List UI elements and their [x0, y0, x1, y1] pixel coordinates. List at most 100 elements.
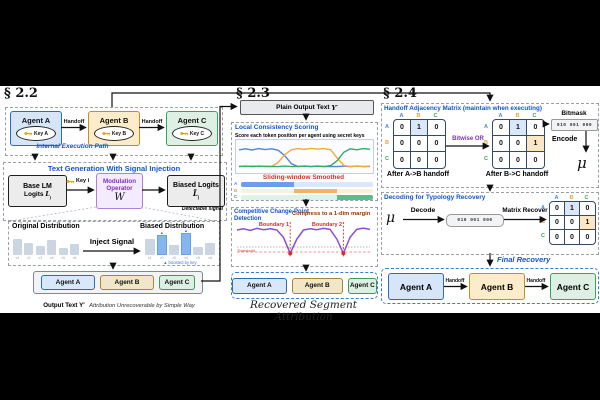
matrix-cell: 0	[580, 202, 595, 216]
output-chip-agent-b: Agent B	[100, 275, 154, 290]
segment-row: C	[234, 194, 373, 200]
boundary-2-label: Boundary 2	[311, 222, 343, 228]
figure-content: § 2.2 Agent A Key A Handoff Agent B Key …	[0, 86, 600, 323]
agent-a-key: Key A	[16, 126, 56, 141]
distribution-bar: ▲	[181, 229, 191, 255]
key-icon	[102, 132, 111, 136]
encode-label: Encode	[552, 136, 578, 143]
matrix-cell: 0	[493, 152, 510, 168]
bitwise-or-label: Bitwise OR	[452, 136, 484, 142]
distribution-bar: ▲	[205, 229, 215, 255]
matrix-cell: 0	[493, 120, 510, 136]
tick-label: v6	[72, 256, 77, 260]
tick-label: v2	[27, 256, 31, 260]
recovered-chip-agent-c: Agent C	[347, 277, 377, 294]
distribution-bar: ▲	[70, 232, 80, 255]
tick-label: v4	[184, 256, 188, 260]
matrix-cell: 0	[565, 216, 580, 230]
matrix-cell: 1	[510, 120, 527, 136]
matrix-cell: 0	[428, 136, 445, 152]
recovered-caption: Recovered Segment Attribution	[249, 299, 358, 323]
final-handoff-bc: Handoff	[526, 278, 546, 284]
matrix-2-caption: After B->C handoff	[485, 170, 549, 178]
distribution-bar: ▲	[13, 232, 22, 255]
matrix-cell: 0	[428, 120, 445, 136]
tick-label: v1	[147, 256, 152, 260]
tick-label: v5	[196, 256, 200, 260]
bitmask-value: 010 001 000	[551, 119, 598, 131]
decoding-title: Decoding for Typology Recovery	[384, 194, 486, 201]
matrix-cell: 1	[565, 202, 580, 216]
distribution-bar: ▲	[145, 229, 155, 255]
tick-label: v4	[49, 256, 54, 260]
matrix-cell: 0	[493, 136, 510, 152]
section-2-2-label: § 2.2	[4, 86, 38, 101]
matrix-cell: 0	[394, 136, 411, 152]
matrix-recover-label: Matrix Recover	[502, 207, 548, 214]
section-2-3-label: § 2.3	[236, 86, 270, 101]
handoff-label-bc: Handoff	[141, 119, 163, 125]
matrix-cell: 0	[527, 120, 544, 136]
matrix-cell: 0	[565, 230, 580, 244]
bitmask-label: Bitmask	[561, 110, 587, 117]
matrix-cell: 0	[510, 136, 527, 152]
boundary-1-label: Boundary 1	[258, 222, 290, 228]
matrix-cell: 0	[394, 120, 411, 136]
agent-c-label: Agent C	[177, 116, 207, 125]
matrix-cell: 0	[550, 202, 565, 216]
agent-b-box: Agent B Key B	[88, 111, 140, 146]
generation-title: Text Generation With Signal Injection	[47, 164, 181, 173]
handoff-label-ab: Handoff	[63, 119, 85, 125]
distribution-bar: ▲	[58, 232, 68, 255]
key-icon	[66, 179, 75, 183]
agent-c-key: Key C	[172, 126, 212, 141]
matrix-cell: 0	[434, 156, 439, 164]
local-consistency-title: Local Consistency Scoring	[235, 124, 319, 131]
consistency-score-chart	[235, 139, 374, 174]
mu-symbol-encode: μ	[577, 154, 587, 172]
mu-symbol-decode: μ	[386, 210, 396, 226]
key-icon	[180, 132, 189, 136]
sliding-window-label: Sliding-window Smoothed	[262, 173, 345, 181]
matrix-cell: 0	[550, 230, 565, 244]
threshold-label: Threshold	[237, 248, 255, 253]
distribution-bar: ▲	[35, 232, 45, 255]
distribution-bar: ▲	[24, 232, 34, 255]
decode-label: Decode	[410, 207, 436, 214]
final-recovery-label: Final Recovery	[497, 255, 551, 264]
tick-label: v1	[15, 256, 20, 260]
w-symbol: W	[114, 191, 125, 203]
matrix-cell: 0	[533, 156, 538, 164]
final-agent-a: Agent A	[388, 273, 444, 300]
bitmask-value-2: 010 001 000	[446, 214, 504, 227]
recovered-box: Agent A Agent B Agent C	[231, 272, 378, 299]
tick-label: v2	[160, 256, 164, 260]
recovered-chip-agent-a: Agent A	[232, 277, 287, 294]
matrix-cell: 0	[394, 152, 411, 168]
matrix-cell: 0	[510, 152, 527, 168]
modulation-operator-box: Modulation Operator W	[96, 173, 143, 209]
tick-label: v3	[172, 256, 176, 260]
matrix-cell: 1	[411, 120, 428, 136]
adjacency-title: Handoff Adjacency Matrix (maintain when …	[384, 105, 542, 112]
final-handoff-ab: Handoff	[445, 278, 465, 284]
plain-output-text-box: Plain Output Text Y′	[240, 100, 374, 115]
section-2-4-label: § 2.4	[383, 86, 417, 101]
inject-signal-label: Inject Signal	[89, 237, 135, 246]
output-text-box: Agent A Agent B Agent C	[33, 271, 203, 294]
matrix-cell: 0	[550, 216, 565, 230]
original-distribution-bars: ▲▲▲▲▲▲	[13, 232, 80, 255]
key-icon	[24, 132, 33, 136]
logits-symbol: L	[45, 189, 50, 198]
agent-c-box: Agent C Key C	[166, 111, 218, 146]
distribution-bar: ▲	[193, 229, 203, 255]
